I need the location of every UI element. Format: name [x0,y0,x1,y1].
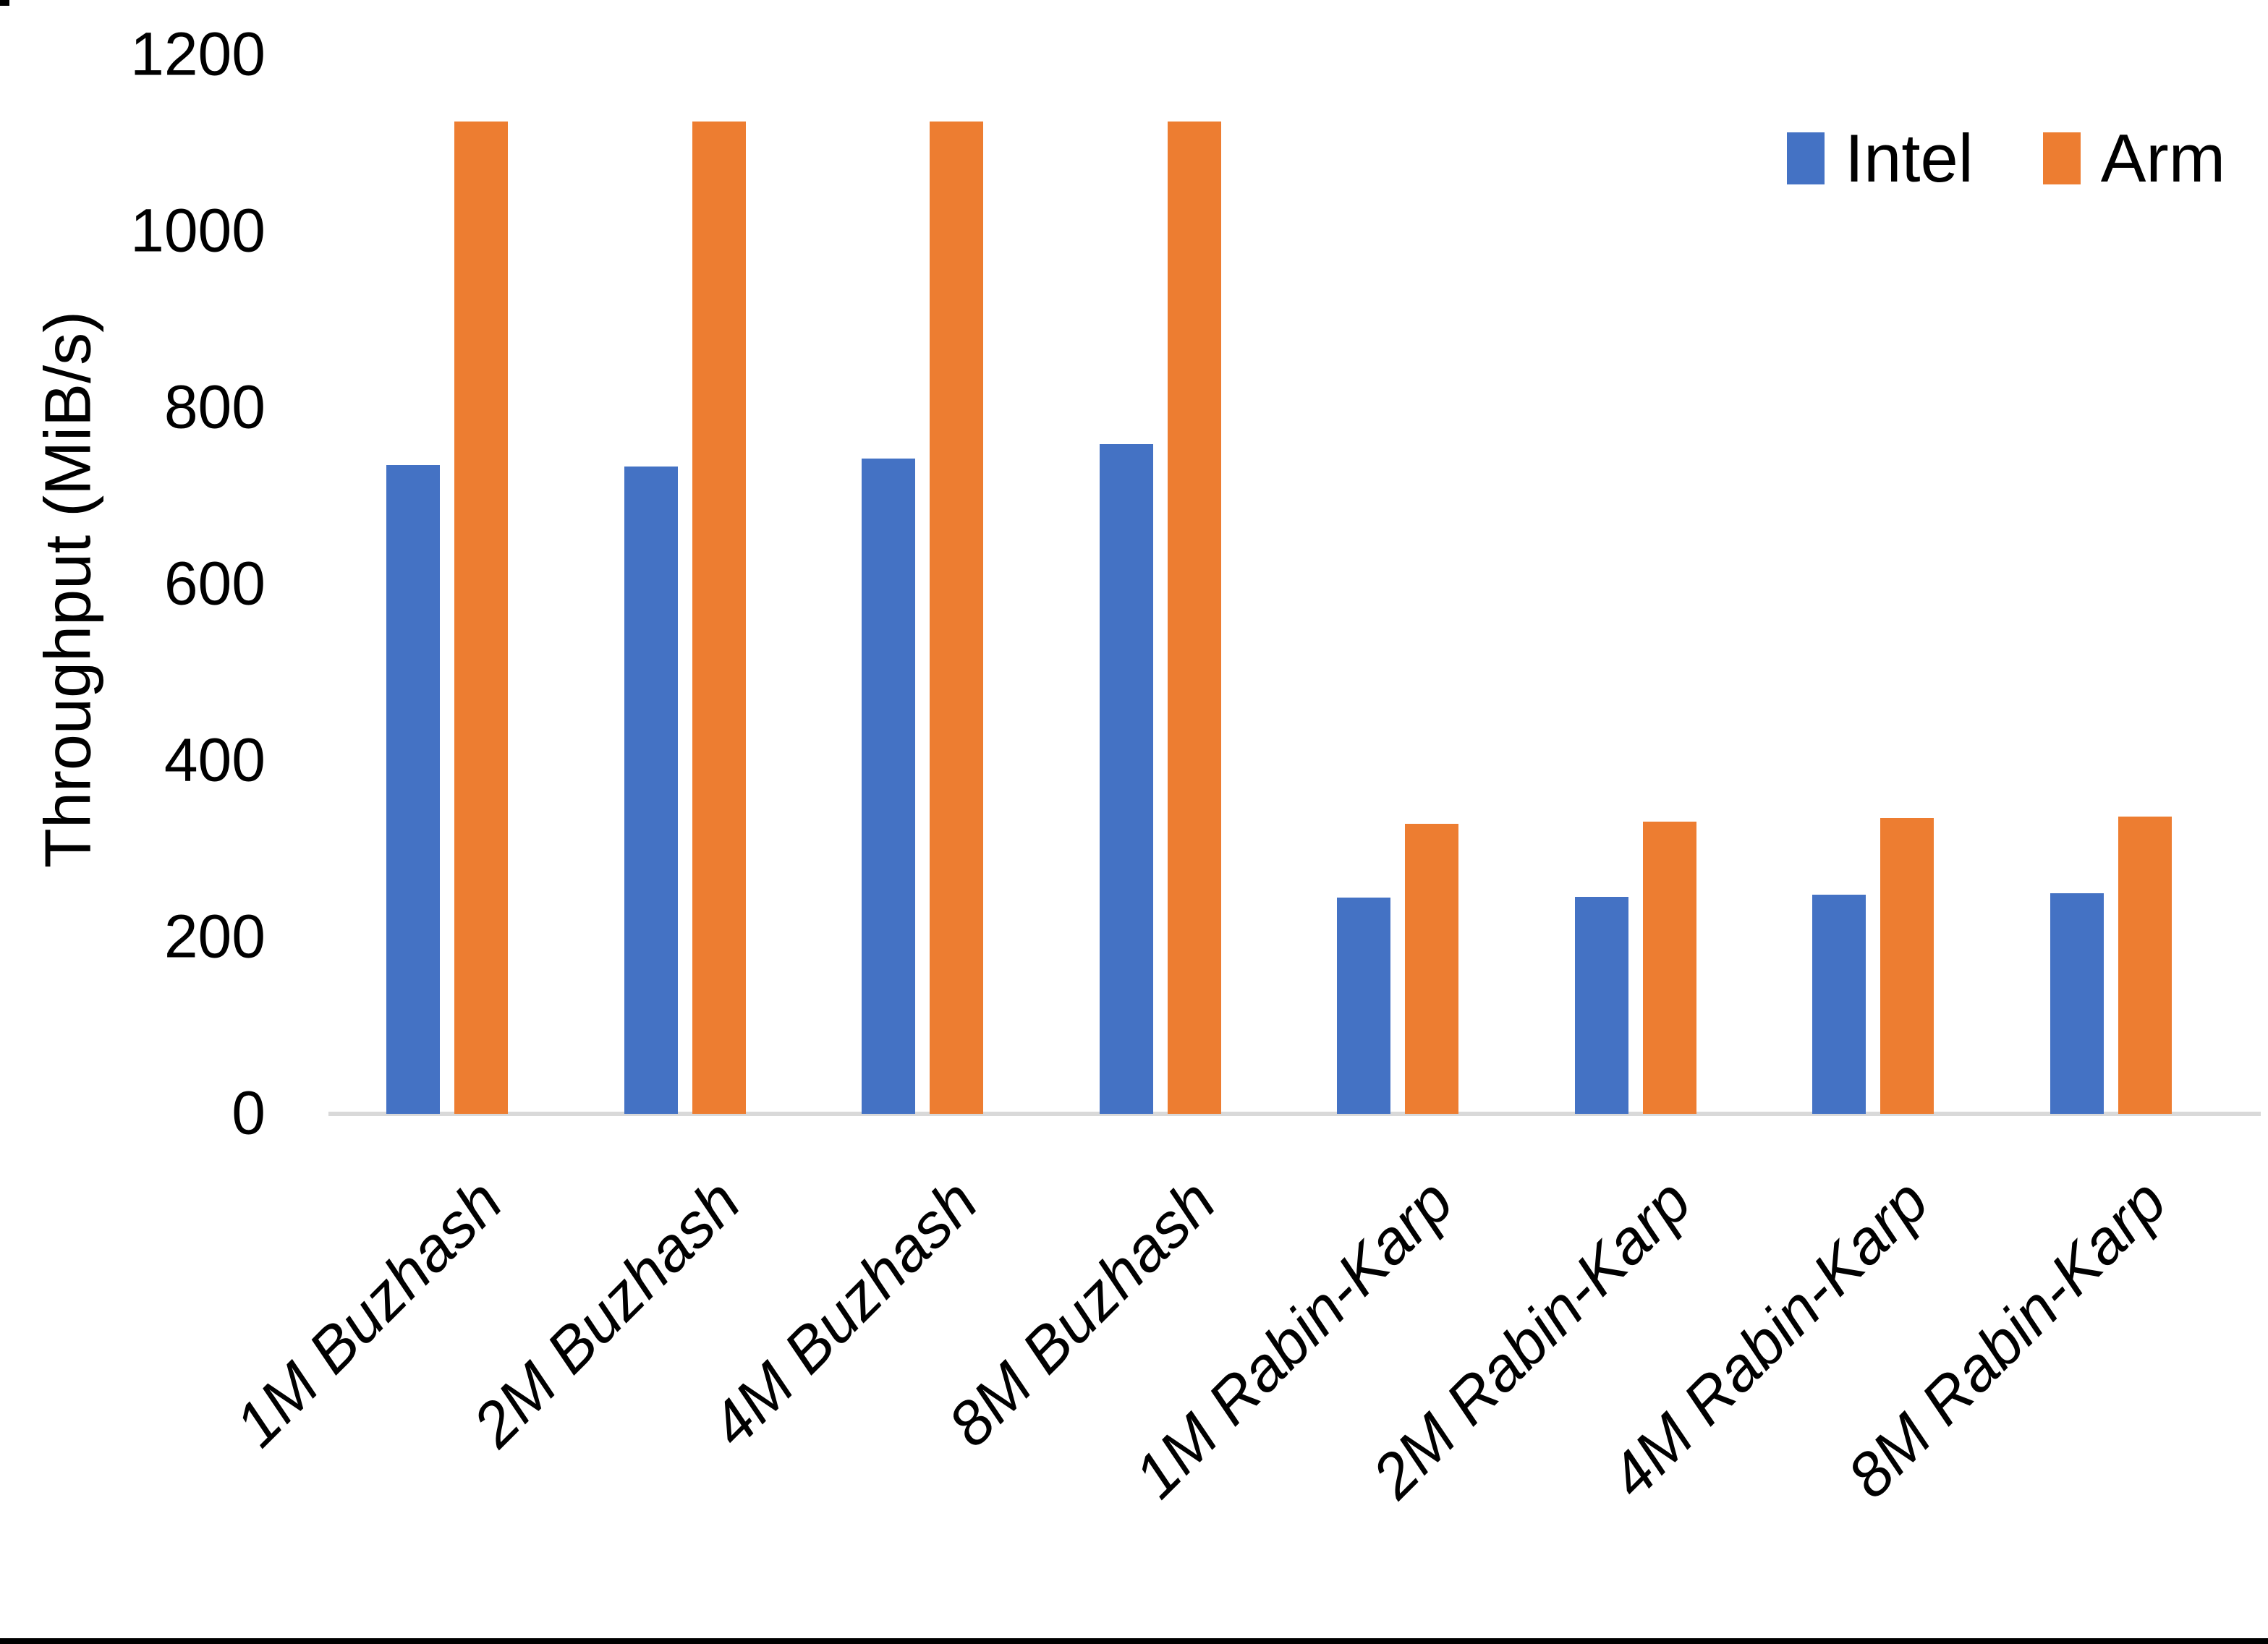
arm-series-swatch [2042,132,2081,184]
bar-intel-1m-rabin-karp [1337,898,1390,1114]
bar-arm-4m-rabin-karp [1880,818,1934,1114]
legend-item-arm: Arm [2042,120,2225,196]
bar-arm-1m-rabin-karp [1405,823,1458,1114]
y-axis-tick-label: 0 [232,1078,266,1147]
bar-intel-4m-buzhash [862,458,915,1114]
bar-arm-8m-rabin-karp [2118,816,2172,1114]
bar-intel-8m-rabin-karp [2050,893,2104,1114]
y-axis-tick-label: 400 [163,725,266,794]
legend: Intel Arm [1787,124,2225,192]
intel-series-swatch [1787,132,1825,184]
bar-arm-1m-buzhash [454,121,508,1114]
bar-arm-2m-rabin-karp [1642,822,1696,1114]
window-bottom-edge [0,1638,2268,1644]
screen-corner-artifact [0,0,9,6]
bar-intel-4m-rabin-karp [1812,895,1866,1114]
bar-intel-8m-buzhash [1099,444,1153,1114]
y-axis-tick-label: 800 [163,372,266,441]
legend-label-intel: Intel [1845,120,1974,196]
x-axis-line [328,1112,2261,1116]
y-axis-tick-label: 1200 [130,20,266,88]
bar-intel-1m-buzhash [386,465,440,1114]
legend-label-arm: Arm [2100,120,2225,196]
y-axis-tick-label: 200 [163,902,266,971]
bar-arm-4m-buzhash [930,121,983,1114]
bar-intel-2m-rabin-karp [1574,896,1628,1114]
y-axis-tick-label: 1000 [130,196,266,265]
bar-intel-2m-buzhash [624,466,678,1114]
bar-arm-8m-buzhash [1167,121,1221,1114]
bar-arm-2m-buzhash [692,121,746,1114]
y-axis-tick-label: 600 [163,549,266,618]
legend-item-intel: Intel [1787,124,1974,192]
